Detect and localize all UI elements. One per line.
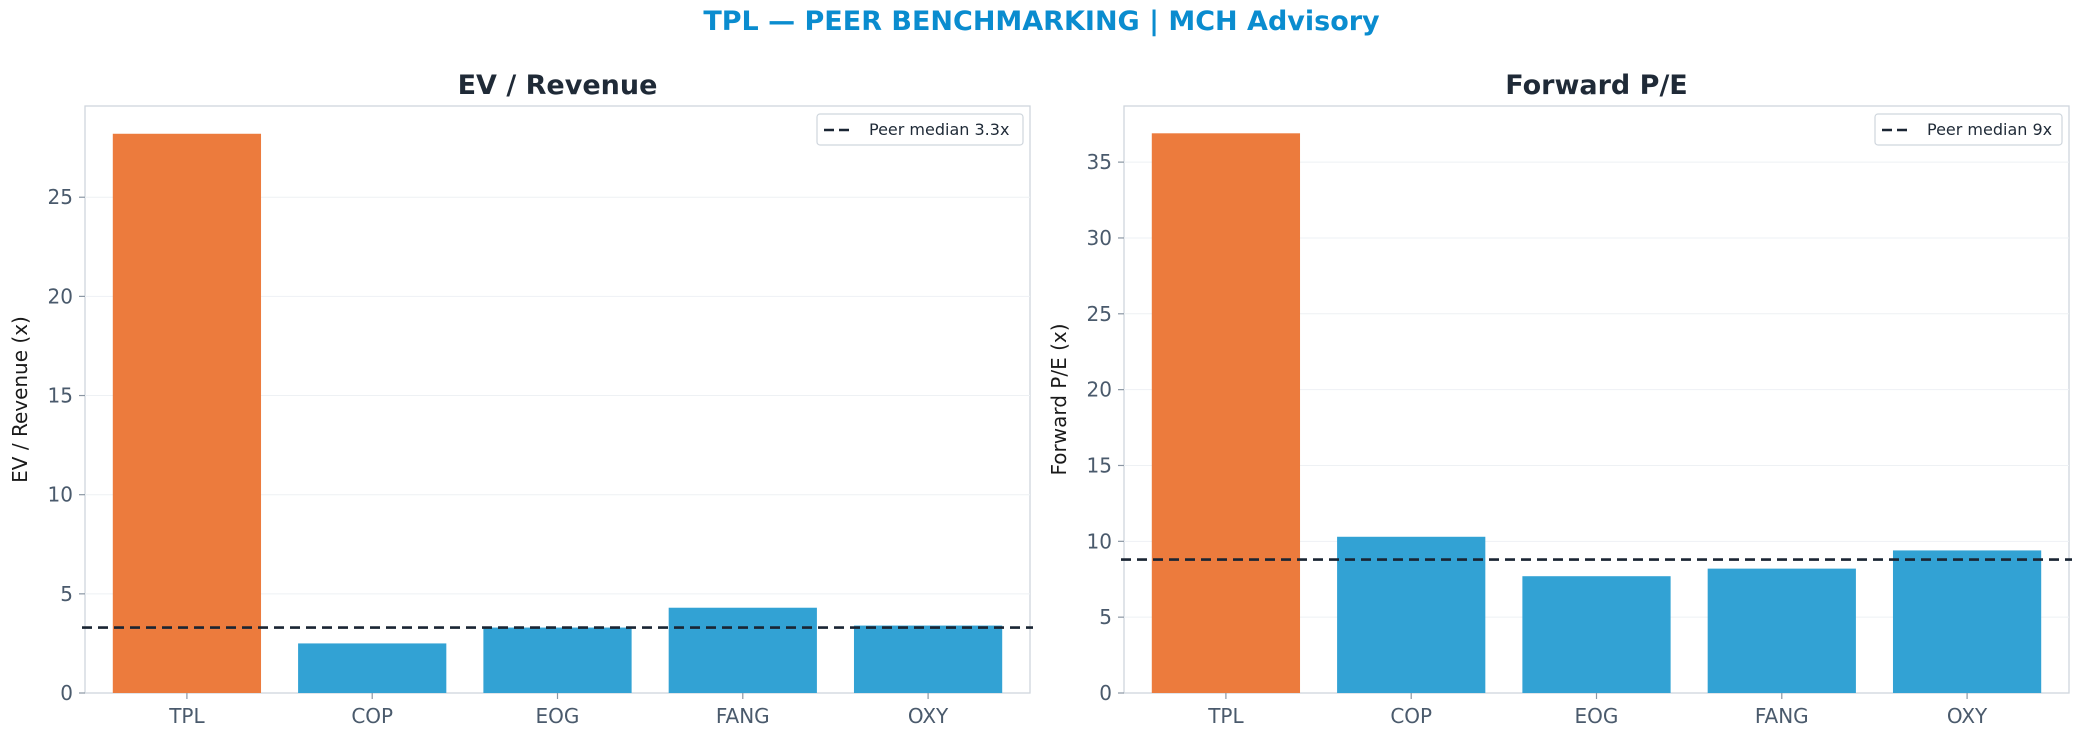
ev-revenue-xtick-label-oxy: OXY — [908, 704, 949, 728]
ev-revenue-bar-fang — [668, 607, 817, 693]
ev-revenue-ytick-label: 25 — [48, 185, 73, 209]
forward-pe-bar-tpl — [1151, 133, 1301, 694]
forward-pe-panel: Forward P/E 0 5 10 15 20 25 30 35 TPL COP EOG FANG OX… — [1047, 70, 2072, 728]
ev-revenue-bar-tpl — [112, 133, 262, 693]
ev-revenue-ytick-label: 10 — [48, 483, 73, 507]
forward-pe-ytick-label: 30 — [1087, 226, 1112, 250]
forward-pe-ytick-label: 5 — [1099, 605, 1112, 629]
forward-pe-legend-label: Peer median 9x — [1927, 120, 2052, 139]
ev-revenue-bar-cop — [298, 643, 447, 693]
ev-revenue-ytick-label: 5 — [60, 582, 73, 606]
forward-pe-xtick-label-fang: FANG — [1755, 704, 1809, 728]
forward-pe-ytick-label: 35 — [1087, 150, 1112, 174]
ev-revenue-ytick-label: 0 — [60, 681, 73, 705]
ev-revenue-xtick-label-cop: COP — [351, 704, 393, 728]
ev-revenue-legend: Peer median 3.3x — [816, 113, 1024, 146]
forward-pe-ytick-label: 10 — [1087, 529, 1112, 553]
figure-title: TPL — PEER BENCHMARKING | MCH Advisory — [703, 6, 1380, 37]
ev-revenue-title: EV / Revenue — [458, 70, 658, 101]
forward-pe-xtick-label-cop: COP — [1390, 704, 1432, 728]
forward-pe-legend: Peer median 9x — [1874, 113, 2063, 146]
forward-pe-bar-fang — [1707, 568, 1856, 693]
ev-revenue-legend-box — [816, 113, 1024, 146]
forward-pe-bar-cop — [1337, 536, 1486, 693]
forward-pe-ytick-label: 15 — [1087, 453, 1112, 477]
forward-pe-ytick-label: 25 — [1087, 302, 1112, 326]
ev-revenue-xtick-label-fang: FANG — [716, 704, 770, 728]
ev-revenue-legend-label: Peer median 3.3x — [869, 120, 1009, 139]
ev-revenue-ytick-label: 15 — [48, 384, 73, 408]
forward-pe-xtick-label-oxy: OXY — [1947, 704, 1988, 728]
forward-pe-ytick-label: 20 — [1087, 378, 1112, 402]
forward-pe-xtick-label-tpl: TPL — [1207, 704, 1244, 728]
forward-pe-legend-box — [1874, 113, 2063, 146]
ev-revenue-panel: EV / Revenue 0 5 10 15 20 25 TPL COP EOG FANG OXY Pe… — [8, 70, 1033, 728]
ev-revenue-ytick-label: 20 — [48, 284, 73, 308]
ev-revenue-bar-oxy — [853, 625, 1003, 693]
forward-pe-bar-eog — [1522, 576, 1671, 693]
ev-revenue-bar-eog — [483, 627, 632, 693]
ev-revenue-xtick-label-eog: EOG — [536, 704, 580, 728]
ev-revenue-xtick-label-tpl: TPL — [168, 704, 205, 728]
ev-revenue-ylabel: EV / Revenue (x) — [8, 316, 32, 483]
forward-pe-xtick-label-eog: EOG — [1575, 704, 1619, 728]
forward-pe-bar-oxy — [1892, 550, 2042, 693]
forward-pe-title: Forward P/E — [1505, 70, 1688, 101]
forward-pe-ylabel: Forward P/E (x) — [1047, 323, 1071, 475]
forward-pe-ytick-label: 0 — [1099, 681, 1112, 705]
